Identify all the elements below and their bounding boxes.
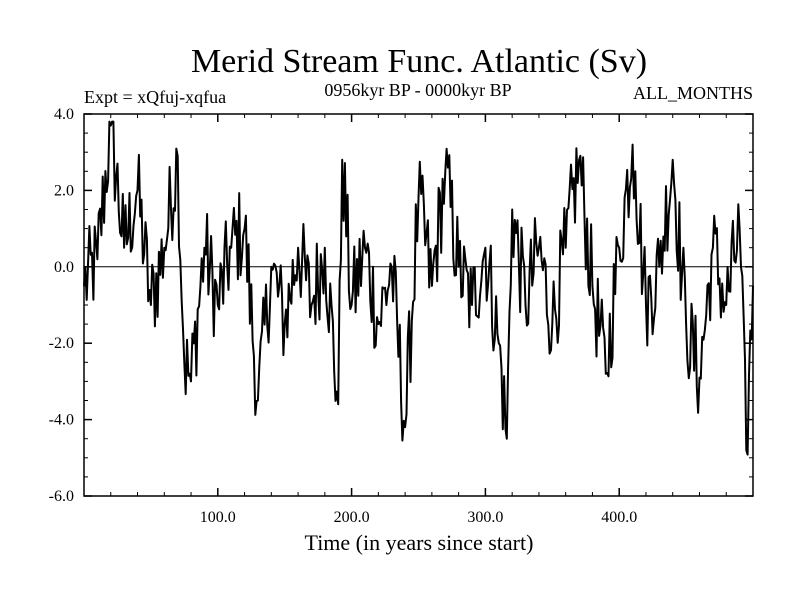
x-tick-label: 400.0 — [601, 509, 637, 526]
months-label: ALL_MONTHS — [633, 83, 753, 103]
experiment-label: Expt = xQfuj-xqfua — [84, 87, 226, 107]
x-tick-label: 100.0 — [200, 509, 236, 526]
x-tick-label: 200.0 — [334, 509, 370, 526]
plot-frame — [83, 113, 754, 497]
y-tick-label: 4.0 — [54, 106, 74, 123]
series-line — [83, 120, 754, 456]
y-tick-label: 2.0 — [54, 182, 74, 199]
period-label: 0956kyr BP - 0000kyr BP — [324, 80, 511, 100]
x-tick-label: 300.0 — [467, 509, 503, 526]
y-tick-label: -2.0 — [49, 335, 74, 352]
x-axis-label: Time (in years since start) — [305, 530, 534, 555]
tick-label-group: -6.0 -4.0 -2.0 0.0 2.0 4.0 100.0 200.0 300.0 400.… — [49, 106, 638, 526]
chart-title: Merid Stream Func. Atlantic (Sv) — [191, 43, 647, 80]
y-tick-label: -4.0 — [49, 412, 74, 429]
y-tick-label: 0.0 — [54, 259, 74, 276]
y-tick-label: -6.0 — [49, 488, 74, 505]
